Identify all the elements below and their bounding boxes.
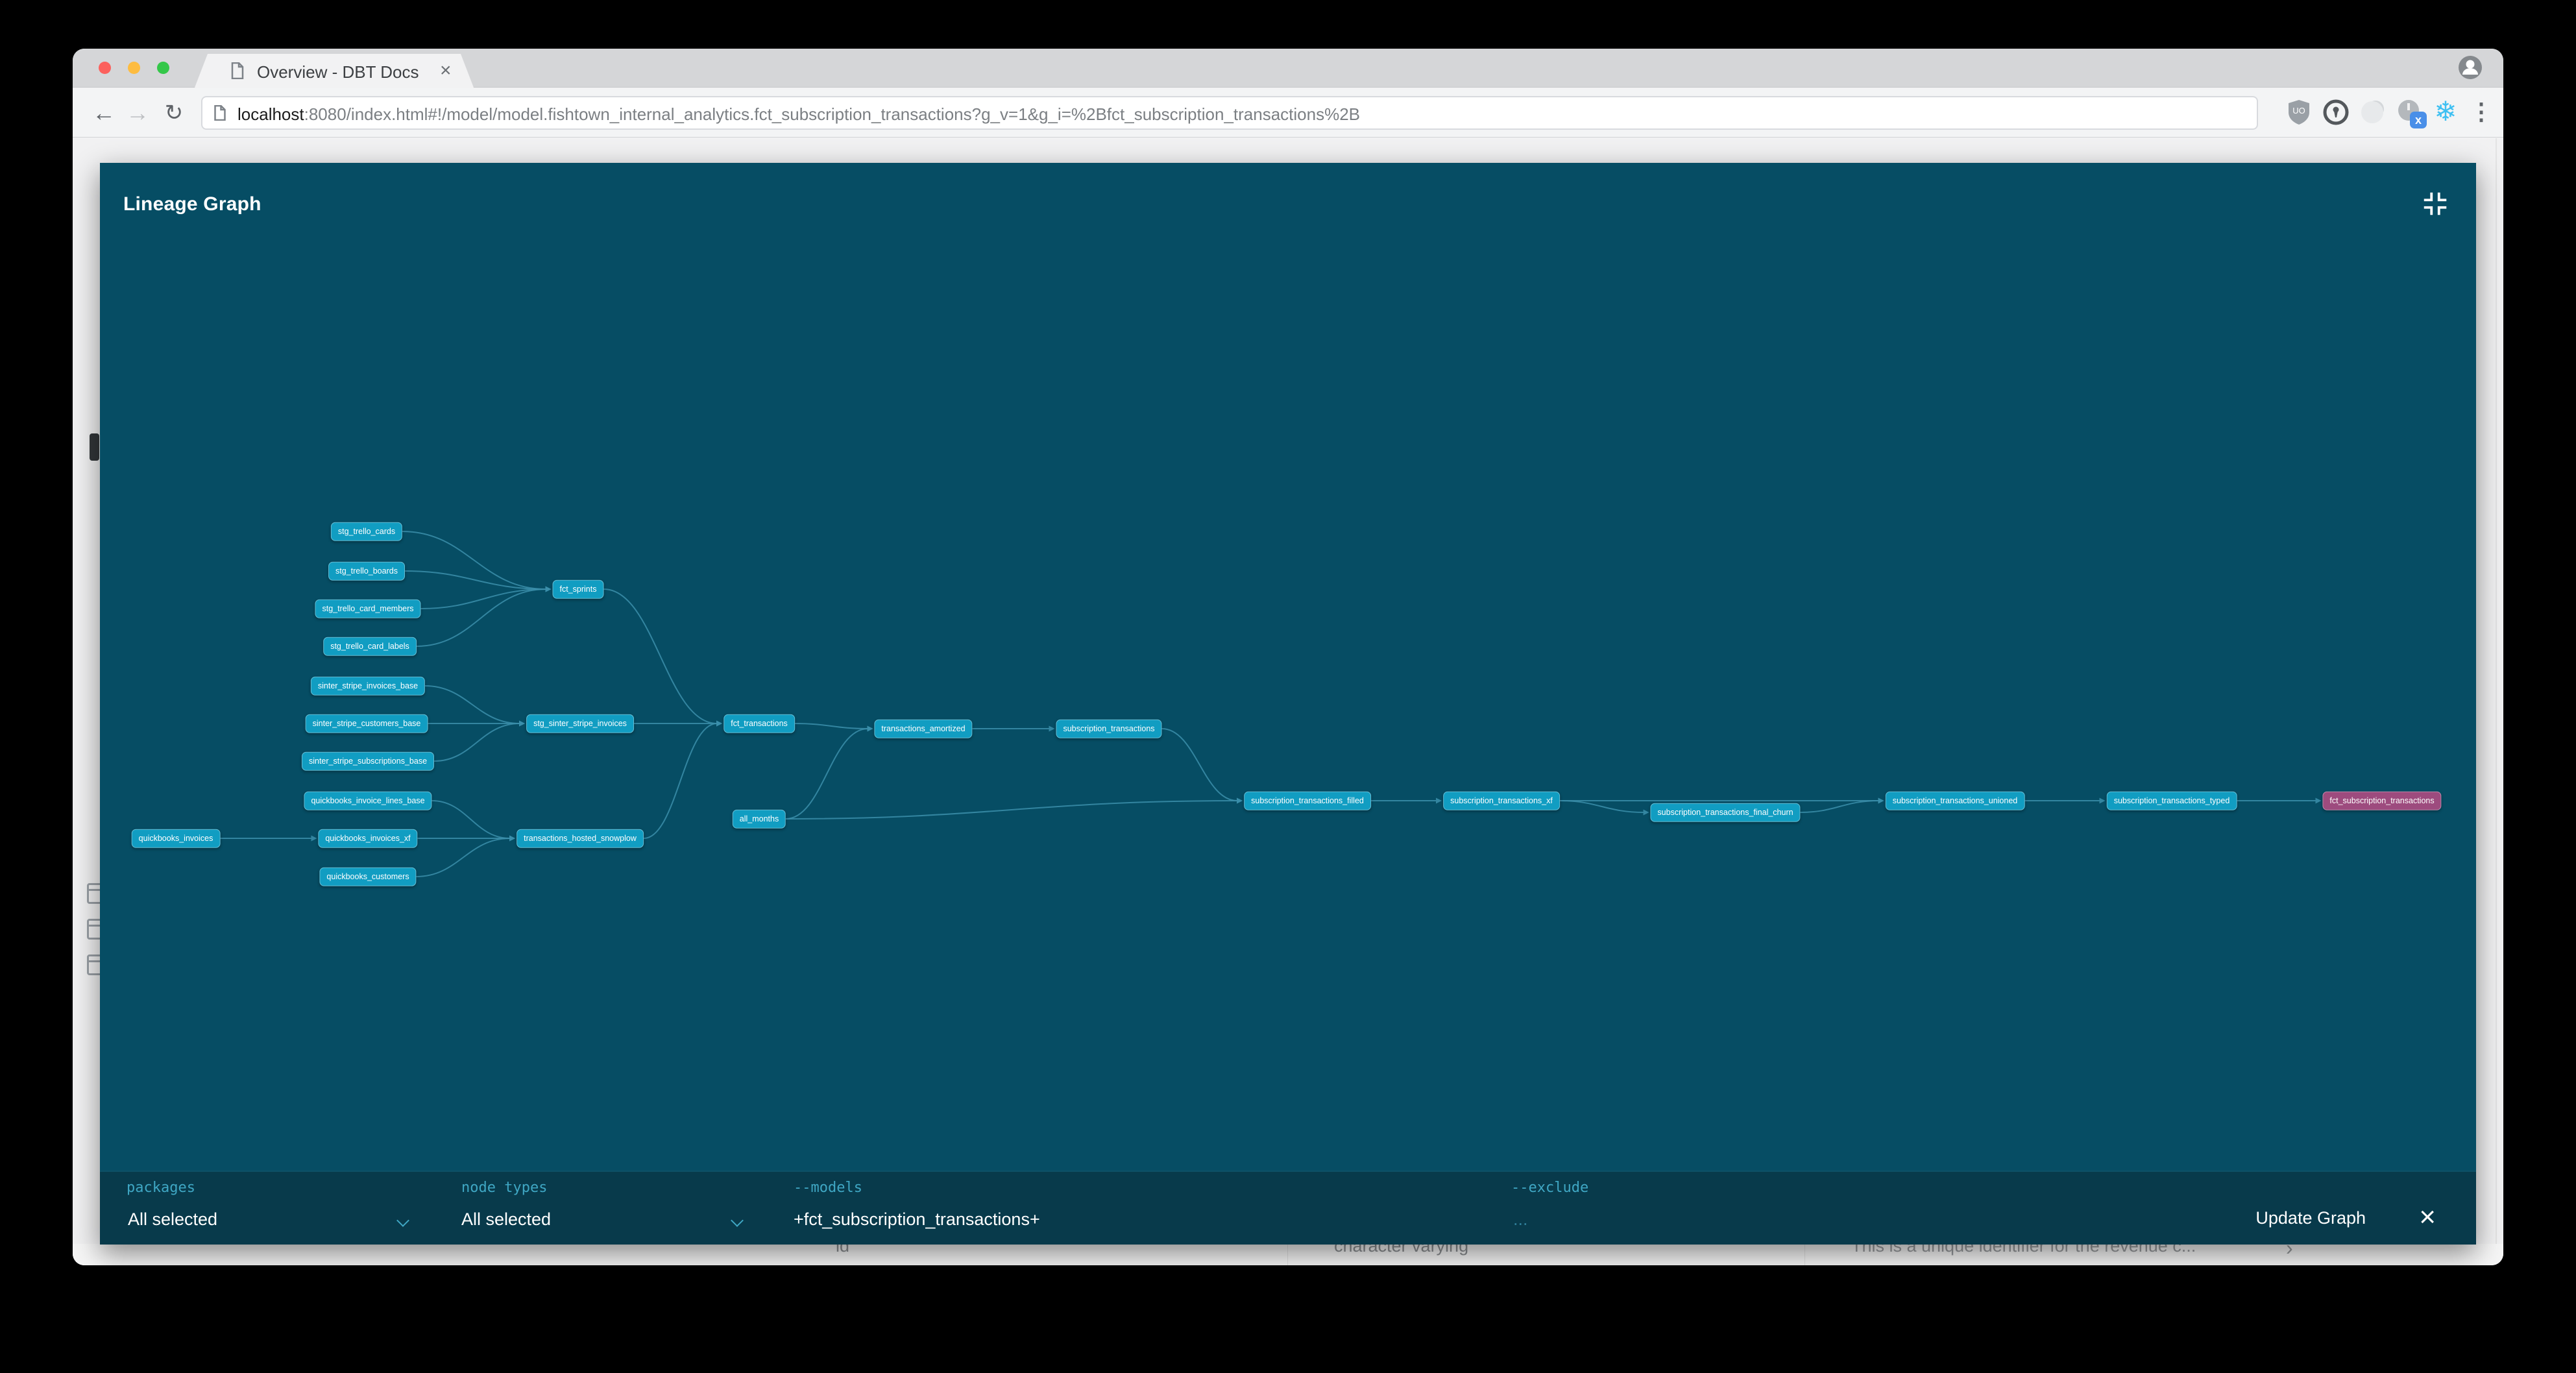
models-label: --models [794,1180,862,1196]
column-name: id [836,1244,850,1256]
graph-node-quickbooks_invoices[interactable]: quickbooks_invoices [131,829,221,848]
graph-edge-transactions_hosted_snowplow-to-fct_transactions [643,720,722,839]
forward-button[interactable]: → [126,99,149,126]
close-graph-icon[interactable]: × [2419,1201,2436,1233]
close-window-button[interactable] [99,62,111,74]
browser-toolbar: ← → ↻ localhost:8080/index.html#!/model/… [73,88,2503,138]
back-button[interactable]: ← [92,99,115,126]
graph-node-quickbooks_invoice_lines_base[interactable]: quickbooks_invoice_lines_base [304,791,432,810]
exclude-label: --exclude [1511,1180,1589,1196]
browser-menu-icon[interactable]: ⋮ [2470,98,2493,125]
url-path: :8080/index.html#!/model/model.fishtown_… [304,104,1360,124]
graph-node-quickbooks_invoices_xf[interactable]: quickbooks_invoices_xf [318,829,418,848]
chevron-down-icon[interactable] [731,1214,744,1227]
browser-tab-bar: Overview - DBT Docs × [73,49,2503,88]
graph-node-sinter_stripe_invoices_base[interactable]: sinter_stripe_invoices_base [310,676,426,696]
graph-node-transactions_hosted_snowplow[interactable]: transactions_hosted_snowplow [516,829,644,848]
lineage-graph-title: Lineage Graph [123,193,261,215]
graph-edge-all_months-to-transactions_amortized [785,725,873,820]
profile-avatar-icon[interactable] [2454,51,2486,84]
column-description: This is a unique identifier for the reve… [1851,1244,2196,1256]
graph-node-fct_transactions[interactable]: fct_transactions [723,714,795,733]
exclude-input[interactable]: ... [1513,1209,1528,1229]
graph-node-subscription_transactions_xf[interactable]: subscription_transactions_xf [1443,791,1560,810]
graph-edge-quickbooks_customers-to-transactions_hosted_snowplow [416,835,515,877]
collapse-graph-icon[interactable] [2420,189,2450,219]
page-scrollbar[interactable] [2496,138,2497,1265]
column-divider [1804,1244,1805,1265]
onepassword-extension-icon[interactable] [2320,95,2352,130]
lineage-graph-canvas[interactable]: stg_trello_cards stg_trello_boards stg_tre… [100,163,2476,1171]
extension-with-x-badge-icon[interactable]: x [2393,95,2427,130]
graph-node-stg_sinter_stripe_invoices[interactable]: stg_sinter_stripe_invoices [526,714,634,733]
svg-text:x: x [2415,114,2422,127]
graph-node-all_months[interactable]: all_months [732,809,786,829]
url-text: localhost:8080/index.html#!/model/model.… [237,104,1360,125]
refresh-button[interactable]: ↻ [164,101,184,125]
graph-edge-sinter_stripe_subscriptions_base-to-stg_sinter_stripe_invoices [433,720,525,762]
url-bar[interactable]: localhost:8080/index.html#!/model/model.… [201,96,2258,130]
snowflake-extension-icon[interactable]: ❄ [2434,96,2457,127]
tab-overview-dbt-docs[interactable]: Overview - DBT Docs × [195,54,474,88]
graph-node-subscription_transactions[interactable]: subscription_transactions [1056,719,1162,738]
loop-extension-icon[interactable] [2356,95,2388,130]
minimize-window-button[interactable] [128,62,140,74]
graph-node-sinter_stripe_subscriptions_base[interactable]: sinter_stripe_subscriptions_base [301,751,435,771]
graph-node-subscription_transactions_typed[interactable]: subscription_transactions_typed [2106,791,2237,810]
graph-edge-fct_transactions-to-transactions_amortized [794,723,873,732]
graph-edge-stg_trello_card_members-to-fct_sprints [420,586,552,609]
svg-text:UO: UO [2292,106,2305,115]
graph-node-transactions_amortized[interactable]: transactions_amortized [874,719,973,738]
column-divider [1287,1244,1288,1265]
browser-window: Overview - DBT Docs × ← → ↻ localhost:80… [73,49,2503,1265]
graph-node-subscription_transactions_final_churn[interactable]: subscription_transactions_final_churn [1650,803,1801,822]
graph-node-subscription_transactions_unioned[interactable]: subscription_transactions_unioned [1885,791,2025,810]
graph-edges-layer [220,531,2322,877]
graph-edge-subscription_transactions-to-subscription_transactions_filled [1161,728,1243,804]
graph-edge-quickbooks_invoice_lines_base-to-transactions_hosted_snowplow [431,800,515,842]
graph-node-subscription_transactions_filled[interactable]: subscription_transactions_filled [1244,791,1371,810]
graph-edge-all_months-to-subscription_transactions_filled [785,797,1243,820]
column-type: character varying [1334,1244,1469,1256]
packages-label: packages [127,1180,195,1196]
graph-edge-stg_trello_boards-to-fct_sprints [404,570,552,592]
graph-node-fct_subscription_transactions[interactable]: fct_subscription_transactions [2322,791,2442,810]
chevron-down-icon[interactable] [396,1214,409,1227]
node-types-select[interactable]: All selected [461,1209,552,1229]
graph-edge-subscription_transactions_final_churn-to-subscription_transactions_unioned [1800,797,1884,813]
update-graph-button[interactable]: Update Graph [2255,1208,2366,1228]
page-icon [214,105,226,121]
graph-edge-stg_trello_card_labels-to-fct_sprints [416,586,552,647]
page-favicon-icon [231,62,244,79]
graph-node-fct_sprints[interactable]: fct_sprints [552,579,604,599]
graph-node-stg_trello_cards[interactable]: stg_trello_cards [330,522,403,541]
models-input[interactable]: +fct_subscription_transactions+ [794,1209,1040,1229]
docs-page-behind: id character varying This is a unique id… [73,138,2503,1265]
column-row-behind: id character varying This is a unique id… [73,1244,2503,1265]
node-types-label: node types [461,1180,548,1196]
row-expand-chevron-icon: › [2286,1244,2293,1259]
packages-select[interactable]: All selected [128,1209,218,1229]
graph-node-sinter_stripe_customers_base[interactable]: sinter_stripe_customers_base [305,714,428,733]
url-host: localhost [237,104,304,124]
graph-edge-stg_trello_cards-to-fct_sprints [402,531,552,592]
tab-title: Overview - DBT Docs [257,62,419,82]
graph-node-stg_trello_card_members[interactable]: stg_trello_card_members [315,599,421,618]
lineage-graph-panel: Lineage Graph [100,163,2476,1245]
graph-node-stg_trello_card_labels[interactable]: stg_trello_card_labels [323,637,417,656]
graph-node-quickbooks_customers[interactable]: quickbooks_customers [319,867,417,886]
ublock-extension-icon[interactable]: UO [2283,95,2315,130]
graph-edge-subscription_transactions_xf-to-subscription_transactions_final_churn [1559,800,1649,816]
graph-edge-fct_sprints-to-fct_transactions [603,589,722,727]
tab-close-icon[interactable]: × [440,60,452,81]
graph-filter-bar: packages All selected node types All sel… [100,1171,2476,1245]
zoom-window-button[interactable] [157,62,169,74]
graph-node-stg_trello_boards[interactable]: stg_trello_boards [328,561,405,581]
graph-edge-sinter_stripe_invoices_base-to-stg_sinter_stripe_invoices [424,685,525,727]
menu-icon-fragment [90,433,99,461]
